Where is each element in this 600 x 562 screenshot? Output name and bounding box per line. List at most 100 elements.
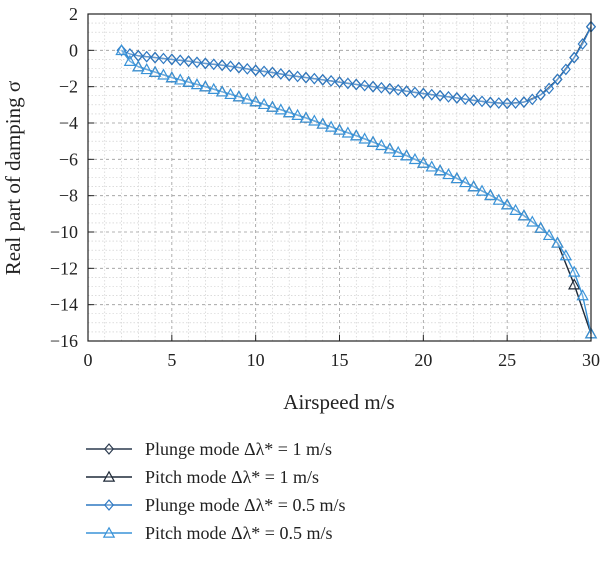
series-line <box>121 26 592 105</box>
x-tick-labels: 0 5 10 15 20 25 30 <box>84 350 600 370</box>
triangle-marker <box>316 117 329 129</box>
triangle-marker <box>341 126 355 138</box>
diamond-marker <box>326 74 337 87</box>
diamond-marker <box>191 56 203 69</box>
legend-triangle-icon <box>102 470 116 482</box>
triangle-marker <box>492 193 506 205</box>
diamond-marker <box>267 66 278 79</box>
triangle-marker <box>165 71 179 83</box>
diamond-marker <box>569 51 580 64</box>
triangle-marker <box>459 175 472 188</box>
diamond-marker <box>250 64 261 77</box>
triangle-marker <box>576 289 589 301</box>
triangle-marker <box>358 132 371 144</box>
diamond-marker <box>208 58 219 71</box>
diamond-marker <box>233 61 244 74</box>
diamond-marker <box>124 48 135 60</box>
diamond-marker <box>300 71 312 84</box>
triangle-marker <box>215 85 229 97</box>
diamond-marker <box>275 68 286 80</box>
diamond-marker <box>141 50 152 63</box>
legend-label: Pitch mode Δλ* = 0.5 m/s <box>145 523 332 543</box>
triangle-marker <box>182 75 195 87</box>
y-tick-label: −8 <box>59 186 78 206</box>
triangle-marker <box>442 167 455 180</box>
diamond-marker <box>393 84 404 96</box>
triangle-marker <box>266 100 279 112</box>
triangle-marker <box>534 221 547 233</box>
diamond-marker <box>342 77 353 90</box>
y-tick-label: 2 <box>69 4 78 24</box>
triangle-marker <box>366 135 380 147</box>
axis-ticks <box>87 13 592 342</box>
diamond-marker <box>544 82 555 95</box>
diamond-marker <box>309 72 320 85</box>
legend-label: Pitch mode Δλ* = 1 m/s <box>145 467 319 487</box>
diamond-marker <box>502 97 513 110</box>
diamond-marker <box>560 63 571 76</box>
triangle-marker <box>375 138 388 151</box>
legend-diamond-icon <box>103 443 115 455</box>
triangle-marker <box>132 60 145 72</box>
x-tick-label: 25 <box>498 350 516 370</box>
x-tick-label: 15 <box>331 350 349 370</box>
triangle-marker <box>475 184 489 196</box>
triangle-marker <box>568 265 581 277</box>
triangle-marker <box>517 209 531 221</box>
diamond-marker <box>292 70 303 83</box>
triangle-marker <box>391 145 405 158</box>
diamond-marker <box>317 73 328 86</box>
triangle-marker <box>148 65 162 77</box>
diamond-marker <box>158 52 169 65</box>
x-tick-label: 30 <box>582 350 600 370</box>
triangle-marker <box>157 68 170 80</box>
diamond-marker <box>510 97 521 109</box>
triangle-marker <box>282 106 296 118</box>
x-tick-label: 20 <box>414 350 432 370</box>
legend-item: Plunge mode Δλ* = 1 m/s <box>86 439 332 459</box>
diamond-marker <box>518 96 529 109</box>
triangle-marker <box>425 160 438 172</box>
y-tick-labels: 2 0 −2 −4 −6 −8 −10 −12 −14 −16 <box>50 4 78 351</box>
y-tick-label: −12 <box>50 258 78 278</box>
triangle-marker <box>568 278 581 290</box>
legend-label: Plunge mode Δλ* = 1 m/s <box>145 439 332 459</box>
diamond-marker <box>527 93 538 106</box>
triangle-marker <box>241 92 254 104</box>
x-axis-label: Airspeed m/s <box>283 390 394 414</box>
diamond-marker <box>493 97 504 109</box>
triangle-marker <box>433 164 447 176</box>
x-tick-label: 0 <box>84 350 93 370</box>
diamond-marker <box>242 62 253 75</box>
diamond-marker <box>418 87 429 100</box>
y-tick-label: 0 <box>69 40 78 60</box>
legend-item: Plunge mode Δλ* = 0.5 m/s <box>86 495 345 515</box>
legend-diamond-icon <box>103 499 115 511</box>
triangle-marker <box>324 120 338 132</box>
triangle-marker <box>224 87 237 100</box>
diamond-marker <box>435 89 446 102</box>
x-tick-label: 10 <box>247 350 265 370</box>
diamond-marker <box>225 60 236 73</box>
diamond-marker <box>476 95 488 108</box>
diamond-marker <box>535 88 546 101</box>
diamond-marker <box>150 51 161 64</box>
triangle-marker <box>190 78 204 90</box>
y-tick-label: −16 <box>50 331 78 351</box>
triangle-marker <box>257 97 271 110</box>
legend-item: Pitch mode Δλ* = 1 m/s <box>86 467 319 487</box>
diamond-marker <box>485 96 496 109</box>
triangle-marker <box>542 228 556 241</box>
triangle-marker <box>484 188 497 201</box>
diamond-marker <box>183 55 194 68</box>
legend-label: Plunge mode Δλ* = 0.5 m/s <box>145 495 345 515</box>
diamond-marker <box>334 76 345 89</box>
diamond-marker <box>552 73 563 86</box>
diamond-marker <box>359 79 370 92</box>
y-tick-label: −10 <box>50 222 78 242</box>
series-3 <box>116 20 597 110</box>
triangle-marker <box>551 236 564 248</box>
triangle-marker <box>526 215 539 227</box>
diamond-marker <box>351 78 362 91</box>
y-tick-label: −2 <box>59 77 78 97</box>
